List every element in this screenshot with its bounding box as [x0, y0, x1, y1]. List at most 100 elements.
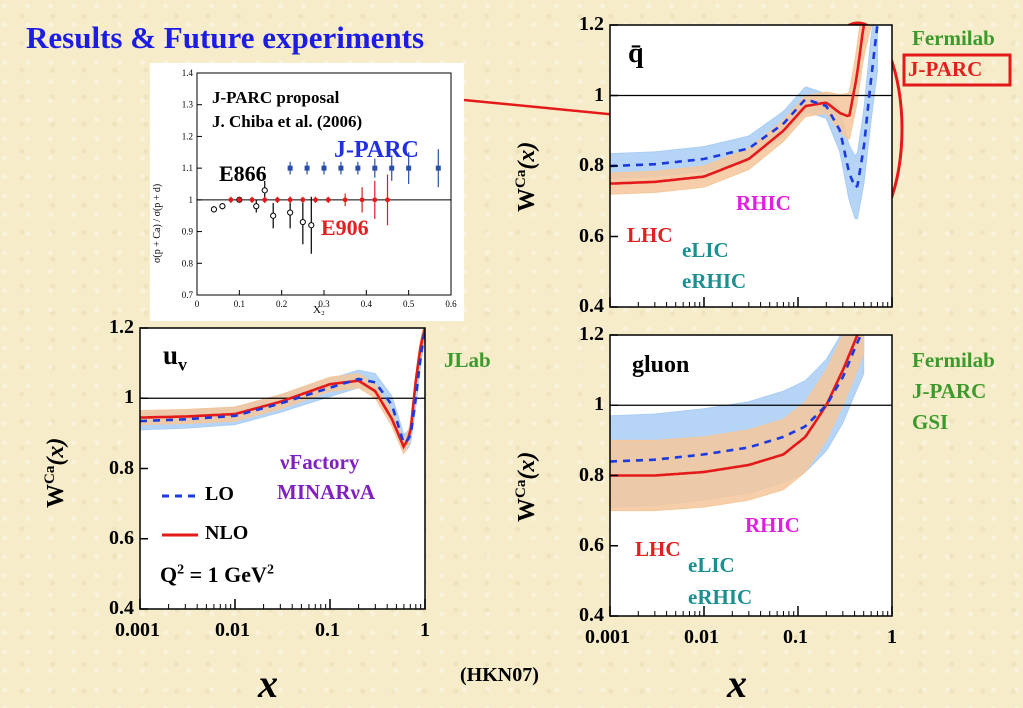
uv-xtick-label: 0.001: [115, 619, 160, 641]
qbar-lo-line: [610, 25, 879, 190]
qbar-erhic-label: eRHIC: [682, 269, 747, 293]
gluon-xtick-label: 0.001: [585, 626, 630, 648]
gluon-jparc-label: J-PARC: [912, 379, 987, 403]
gluon-lo-line: [610, 335, 863, 463]
qbar-ytick-label: 1.2: [579, 13, 604, 35]
uv-ylabel: WCa(x): [42, 437, 69, 508]
gluon-lhc-label: LHC: [635, 537, 681, 561]
qbar-nlo-line: [610, 25, 866, 185]
inset-point-e906: [249, 197, 255, 203]
inset-point-e866: [253, 203, 260, 210]
inset-point-e906: [300, 197, 306, 203]
uv-xlabel: x: [258, 661, 278, 706]
inset-point-e906: [275, 197, 280, 203]
qbar-ylabel: WCa(x): [513, 141, 540, 212]
inset-point-jparc: [304, 165, 310, 171]
legend-lo-swatch: [162, 494, 198, 498]
qbar-fermilab-label: Fermilab: [912, 26, 995, 50]
minerva-label: MINARνA: [277, 480, 376, 504]
gluon-ytick-label: 1.2: [579, 323, 604, 345]
inset-xtick-label: 0.4: [361, 299, 373, 309]
uv-xtick-label: 0.1: [315, 619, 340, 641]
qbar-plot-area: [610, 25, 892, 307]
gluon-xtick-label: 1: [887, 626, 897, 648]
qbar-frame: [609, 24, 893, 308]
inset-jparc-label: J-PARC: [334, 137, 419, 163]
gluon-lo-band: [610, 335, 865, 508]
inset-ytick-label: 1.1: [182, 163, 193, 173]
qbar-ytick-label: 0.4: [579, 295, 604, 317]
inset-point-jparc: [435, 165, 441, 171]
qbar-rhic-label: RHIC: [736, 191, 791, 215]
gluon-gsi-label: GSI: [912, 410, 949, 434]
inset-ylabel: σ(p + Ca) / σ(p + d): [152, 183, 163, 263]
inset-point-e906: [236, 197, 242, 203]
inset-point-e866: [308, 222, 315, 229]
gluon-xlabel: x: [727, 661, 747, 706]
legend-nlo-label: NLO: [205, 522, 249, 544]
inset-point-e906: [372, 197, 378, 203]
uv-ytick-label: 1.2: [109, 316, 134, 338]
inset-point-jparc: [355, 165, 361, 171]
inset-ytick-label: 0.8: [182, 258, 194, 268]
inset-point-jparc: [372, 165, 378, 171]
inset-point-jparc: [287, 165, 293, 171]
gluon-xtick-label: 0.1: [783, 626, 808, 648]
inset-xlabel: X₂: [313, 304, 325, 316]
gluon-erhic-label: eRHIC: [688, 585, 753, 609]
inset-point-e866: [299, 218, 306, 226]
highlight-ellipse: [812, 21, 904, 237]
legend-nlo-swatch: [162, 533, 198, 537]
inset-point-jparc: [321, 165, 327, 171]
gluon-ytick-label: 0.8: [579, 463, 604, 486]
uv-ytick-label: 1: [124, 386, 134, 409]
inset-panel: 0.7 0.8 0.9 1 1.1 1.2 1.3 1.4 0 0.1 0.2 0.3 0.4 0.5 0…: [150, 63, 464, 321]
gluon-ytick-label: 0.6: [579, 533, 604, 556]
uv-ytick-label: 0.6: [109, 526, 134, 549]
qbar-lo-band: [610, 25, 878, 220]
inset-xtick-label: 0.6: [445, 299, 457, 309]
inset-point-jparc: [389, 165, 395, 171]
vfactory-label: νFactory: [280, 450, 360, 474]
inset-proposal-line2: J. Chiba et al. (2006): [212, 112, 363, 131]
uv-ytick-label: 0.8: [109, 456, 134, 479]
jlab-label: JLab: [444, 348, 491, 372]
inset-chart: 0.7 0.8 0.9 1 1.1 1.2 1.3 1.4 0 0.1 0.2 0.3 0.4 0.5 0…: [182, 68, 457, 309]
gluon-nlo-line: [610, 335, 859, 477]
inset-ytick-label: 1.2: [182, 131, 193, 141]
gluon-rhic-label: RHIC: [745, 513, 800, 537]
inset-point-jparc: [406, 165, 412, 171]
arrow-line: [463, 98, 817, 145]
inset-point-e866: [261, 187, 268, 194]
gluon-ytick-label: 1: [594, 393, 604, 416]
qbar-panel-label: q̄: [628, 38, 644, 69]
qbar-ytick-label: 0.6: [579, 224, 604, 247]
inset-xtick-label: 0: [195, 299, 200, 309]
inset-proposal-line1: J-PARC proposal: [212, 88, 340, 107]
inset-point-e866: [270, 212, 277, 219]
inset-e906-label: E906: [321, 215, 369, 240]
inset-point-jparc: [338, 165, 344, 171]
inset-ytick-label: 1: [189, 195, 194, 205]
qbar-nlo-band: [610, 25, 872, 195]
uv-xtick-label: 0.01: [215, 619, 250, 641]
inset-e866-label: E866: [219, 161, 267, 186]
gluon-elic-label: eLIC: [688, 553, 735, 577]
qbar-ytick-label: 1: [594, 83, 604, 106]
uv-panel-label-sub: v: [178, 354, 188, 375]
inset-ytick-label: 0.7: [182, 290, 194, 300]
inset-point-e906: [228, 197, 234, 203]
inset-point-e866: [287, 209, 294, 216]
footer-reference: (HKN07): [460, 664, 539, 686]
inset-ytick-label: 1.4: [182, 68, 194, 78]
q2-label: Q2 = 1 GeV2: [160, 562, 274, 587]
inset-ytick-label: 1.3: [182, 100, 194, 110]
inset-point-e866: [210, 206, 218, 213]
inset-point-e906: [262, 197, 268, 203]
gluon-panel-label: gluon: [632, 352, 690, 378]
qbar-lhc-label: LHC: [627, 223, 673, 247]
gluon-xtick-label: 0.01: [684, 626, 719, 648]
gluon-ylabel: WCa(x): [513, 451, 540, 522]
inset-xtick-label: 0.3: [318, 299, 330, 309]
inset-xtick-label: 0.1: [234, 299, 245, 309]
